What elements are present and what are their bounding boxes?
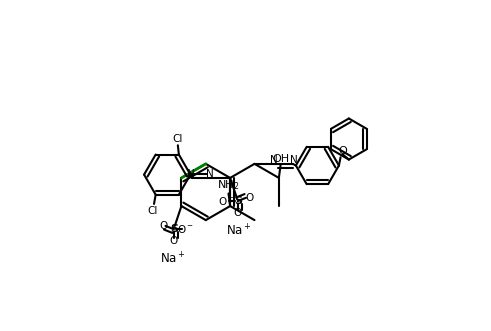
Text: O: O bbox=[338, 146, 347, 156]
Text: O: O bbox=[159, 221, 167, 231]
Text: NH$_2$: NH$_2$ bbox=[217, 178, 240, 192]
Text: N: N bbox=[206, 169, 214, 179]
Text: O: O bbox=[170, 236, 178, 246]
Text: Cl: Cl bbox=[148, 206, 158, 216]
Text: O$^-$: O$^-$ bbox=[218, 195, 235, 207]
Text: N: N bbox=[290, 155, 298, 165]
Text: OH: OH bbox=[272, 154, 289, 164]
Text: N: N bbox=[187, 169, 194, 179]
Text: Na$^+$: Na$^+$ bbox=[160, 251, 186, 267]
Text: O: O bbox=[245, 193, 253, 203]
Text: N: N bbox=[271, 155, 278, 165]
Text: S: S bbox=[234, 196, 242, 206]
Text: S: S bbox=[170, 224, 178, 234]
Text: O: O bbox=[234, 208, 242, 218]
Text: Na$^+$: Na$^+$ bbox=[225, 223, 251, 239]
Text: O$^-$: O$^-$ bbox=[177, 223, 194, 235]
Text: Cl: Cl bbox=[172, 134, 182, 144]
